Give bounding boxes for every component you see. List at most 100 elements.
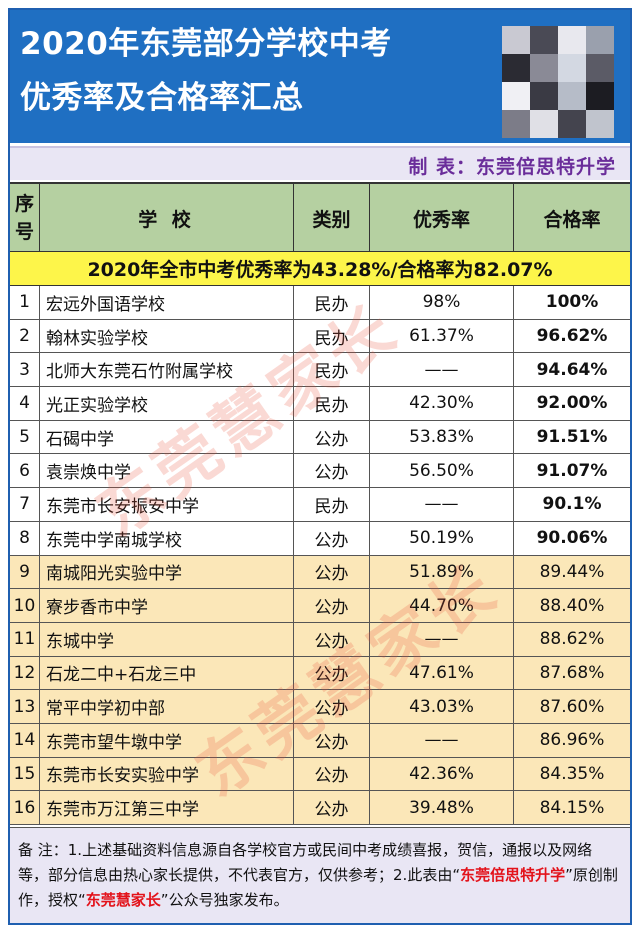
table-row: 11 东城中学 公办 —— 88.62% — [10, 622, 630, 657]
row-school-name: 寮步香市中学 — [40, 589, 294, 622]
row-pass-rate: 90.1% — [542, 494, 602, 515]
row-excellent-rate: 98% — [370, 286, 514, 319]
row-school-name: 东莞市万江第三中学 — [40, 791, 294, 824]
row-number: 3 — [10, 353, 40, 387]
page-title-line1: 2020年东莞部分学校中考 — [20, 26, 392, 62]
row-number: 12 — [10, 656, 40, 690]
row-pass-rate: 90.06% — [536, 528, 608, 549]
row-school-type: 民办 — [294, 319, 370, 353]
row-school-name: 石龙二中+石龙三中 — [40, 656, 294, 690]
row-school-type: 公办 — [294, 622, 370, 656]
row-school-type: 民办 — [294, 286, 370, 319]
row-pass-rate: 89.44% — [539, 561, 605, 582]
table-row: 6 袁崇焕中学 公办 56.50% 91.07% — [10, 454, 630, 489]
table-row: 4 光正实验学校 民办 42.30% 92.00% — [10, 387, 630, 421]
row-excellent-rate: 42.36% — [370, 757, 514, 791]
row-number: 5 — [10, 420, 40, 454]
row-school-type: 民办 — [294, 353, 370, 387]
maker-credit-bar: 制 表：东莞倍思特升学 — [10, 146, 630, 180]
row-number: 6 — [10, 454, 40, 488]
row-school-name: 南城阳光实验中学 — [40, 555, 294, 589]
row-excellent-rate: —— — [370, 488, 514, 521]
row-pass-rate: 84.15% — [539, 797, 605, 818]
row-school-name: 东莞市长安振安中学 — [40, 488, 294, 521]
table-row: 13 常平中学初中部 公办 43.03% 87.60% — [10, 690, 630, 724]
row-school-type: 民办 — [294, 387, 370, 420]
title-banner: 2020年东莞部分学校中考 优秀率及合格率汇总 — [10, 10, 630, 143]
table-row: 3 北师大东莞石竹附属学校 民办 —— 94.64% — [10, 353, 630, 388]
row-school-name: 东莞市望牛墩中学 — [40, 723, 294, 757]
row-excellent-rate: 42.30% — [370, 387, 514, 420]
row-school-name: 翰林实验学校 — [40, 319, 294, 353]
row-number: 13 — [10, 690, 40, 723]
row-pass-rate: 88.40% — [539, 595, 605, 616]
row-school-name: 北师大东莞石竹附属学校 — [40, 353, 294, 387]
row-pass-rate: 87.68% — [539, 662, 605, 683]
row-excellent-rate: —— — [370, 353, 514, 387]
row-school-type: 公办 — [294, 656, 370, 690]
footnote-text: ”原创制作，授权“ — [18, 866, 618, 909]
table-row: 7 东莞市长安振安中学 民办 —— 90.1% — [10, 488, 630, 522]
page-title-line2: 优秀率及合格率汇总 — [20, 80, 304, 116]
header-no-char1: 序 — [14, 193, 34, 215]
row-school-type: 公办 — [294, 454, 370, 488]
header-no: 序 号 — [10, 184, 40, 252]
row-school-name: 石碣中学 — [40, 420, 294, 454]
header-school: 学 校 — [40, 184, 294, 252]
row-excellent-rate: 39.48% — [370, 791, 514, 824]
row-excellent-rate: 47.61% — [370, 656, 514, 690]
table-row: 16 东莞市万江第三中学 公办 39.48% 84.15% — [10, 791, 630, 825]
row-excellent-rate: 50.19% — [370, 521, 514, 555]
row-number: 11 — [10, 622, 40, 656]
footnote: 备 注：1.上述基础资料信息源自各学校官方或民间中考成绩喜报，贺信，通报以及网络… — [10, 827, 630, 923]
table-body: 1 宏远外国语学校 民办 98% 100% 2 翰林实验学校 民办 61.37% 96.62% 3 北… — [10, 286, 630, 825]
row-pass-rate: 92.00% — [536, 393, 608, 414]
table-row: 5 石碣中学 公办 53.83% 91.51% — [10, 420, 630, 455]
row-pass-rate: 91.07% — [536, 460, 608, 481]
row-number: 1 — [10, 286, 40, 319]
row-number: 10 — [10, 589, 40, 622]
row-number: 7 — [10, 488, 40, 521]
row-pass-rate: 84.35% — [539, 763, 605, 784]
row-pass-rate: 86.96% — [539, 730, 605, 751]
row-pass-rate: 94.64% — [536, 359, 608, 380]
row-number: 14 — [10, 723, 40, 757]
row-school-name: 光正实验学校 — [40, 387, 294, 420]
row-pass-rate: 87.60% — [539, 696, 605, 717]
footnote-text: ”公众号独家发布。 — [160, 891, 289, 909]
row-school-type: 公办 — [294, 723, 370, 757]
table-frame: 2020年东莞部分学校中考 优秀率及合格率汇总 制 表：东莞倍思特升学 序 号 … — [8, 8, 632, 925]
row-school-name: 东莞市长安实验中学 — [40, 757, 294, 791]
maker-credit: 制 表：东莞倍思特升学 — [408, 156, 616, 178]
table-row: 15 东莞市长安实验中学 公办 42.36% 84.35% — [10, 757, 630, 792]
row-pass-rate: 91.51% — [536, 427, 608, 448]
citywide-summary-row: 2020年全市中考优秀率为43.28%/合格率为82.07% — [10, 252, 630, 286]
table-header: 序 号 学 校 类别 优秀率 合格率 — [10, 182, 630, 252]
row-school-type: 公办 — [294, 555, 370, 589]
row-school-name: 东城中学 — [40, 622, 294, 656]
row-pass-rate: 88.62% — [539, 629, 605, 650]
row-school-type: 公办 — [294, 589, 370, 622]
row-excellent-rate: —— — [370, 723, 514, 757]
table-row: 2 翰林实验学校 民办 61.37% 96.62% — [10, 319, 630, 354]
row-school-type: 民办 — [294, 488, 370, 521]
footnote-highlight-maker: 东莞倍思特升学 — [460, 866, 566, 884]
row-number: 15 — [10, 757, 40, 791]
row-school-type: 公办 — [294, 521, 370, 555]
row-excellent-rate: 51.89% — [370, 555, 514, 589]
row-excellent-rate: 44.70% — [370, 589, 514, 622]
table-row: 8 东莞中学南城学校 公办 50.19% 90.06% — [10, 521, 630, 556]
table-row: 9 南城阳光实验中学 公办 51.89% 89.44% — [10, 555, 630, 590]
table-row: 14 东莞市望牛墩中学 公办 —— 86.96% — [10, 723, 630, 758]
row-school-type: 公办 — [294, 690, 370, 723]
row-excellent-rate: 43.03% — [370, 690, 514, 723]
table-row: 1 宏远外国语学校 民办 98% 100% — [10, 286, 630, 320]
row-pass-rate: 100% — [545, 292, 599, 313]
row-school-type: 公办 — [294, 791, 370, 824]
table-row: 10 寮步香市中学 公办 44.70% 88.40% — [10, 589, 630, 623]
row-school-name: 常平中学初中部 — [40, 690, 294, 723]
row-school-name: 宏远外国语学校 — [40, 286, 294, 319]
footnote-highlight-account: 东莞慧家长 — [85, 891, 161, 909]
row-number: 8 — [10, 521, 40, 555]
header-no-char2: 号 — [14, 221, 34, 243]
